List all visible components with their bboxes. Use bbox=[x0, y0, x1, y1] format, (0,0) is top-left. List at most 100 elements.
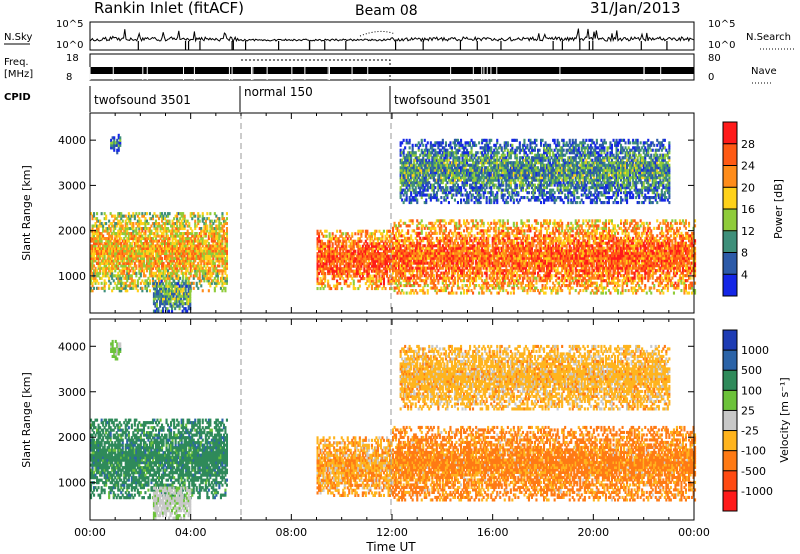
echo-cell bbox=[182, 289, 185, 293]
echo-cell bbox=[91, 271, 94, 275]
echo-cell bbox=[194, 271, 197, 275]
echo-cell bbox=[180, 261, 183, 265]
echo-cell bbox=[198, 274, 201, 278]
echo-cell bbox=[197, 234, 200, 238]
echo-cell bbox=[108, 284, 111, 288]
echo-cell bbox=[153, 222, 156, 226]
echo-cell bbox=[177, 279, 180, 283]
echo-cell bbox=[183, 249, 186, 253]
echo-cell bbox=[132, 251, 135, 255]
echo-cell bbox=[93, 259, 96, 263]
echo-cell bbox=[470, 234, 473, 238]
echo-cell bbox=[177, 242, 180, 246]
echo-cell bbox=[189, 244, 192, 248]
echo-cell bbox=[109, 266, 112, 270]
echo-cell bbox=[120, 222, 123, 226]
echo-cell bbox=[130, 246, 133, 250]
echo-cell bbox=[112, 246, 115, 250]
echo-cell bbox=[148, 246, 151, 250]
echo-cell bbox=[192, 212, 195, 216]
echo-cell bbox=[167, 214, 170, 218]
echo-cell bbox=[112, 227, 115, 231]
echo-cell bbox=[105, 242, 108, 246]
echo-cell bbox=[91, 232, 94, 236]
echo-cell bbox=[165, 229, 168, 233]
echo-cell bbox=[195, 266, 198, 270]
echo-cell bbox=[141, 237, 144, 241]
echo-cell bbox=[174, 239, 177, 243]
echo-cell bbox=[416, 291, 419, 295]
echo-cell bbox=[171, 237, 174, 241]
echo-cell bbox=[167, 219, 170, 223]
echo-cell bbox=[97, 254, 100, 258]
echo-cell bbox=[165, 249, 168, 253]
echo-cell bbox=[141, 266, 144, 270]
echo-cell bbox=[171, 246, 174, 250]
echo-cell bbox=[164, 244, 167, 248]
echo-cell bbox=[180, 227, 183, 231]
echo-cell bbox=[201, 254, 204, 258]
echo-cell bbox=[145, 286, 148, 290]
echo-cell bbox=[176, 259, 179, 263]
echo-cell bbox=[106, 237, 109, 241]
echo-cell bbox=[124, 289, 127, 293]
echo-cell bbox=[194, 274, 197, 278]
echo-cell bbox=[170, 256, 173, 260]
echo-cell bbox=[121, 232, 124, 236]
echo-cell bbox=[189, 249, 192, 253]
echo-cell bbox=[102, 256, 105, 260]
echo-cell bbox=[148, 249, 151, 253]
echo-cell bbox=[91, 249, 94, 253]
echo-cell bbox=[145, 269, 148, 273]
echo-cell bbox=[176, 266, 179, 270]
echo-cell bbox=[174, 246, 177, 250]
echo-cell bbox=[171, 261, 174, 265]
echo-cell bbox=[159, 259, 162, 263]
echo-cell bbox=[144, 266, 147, 270]
echo-cell bbox=[173, 242, 176, 246]
echo-cell bbox=[150, 232, 153, 236]
echo-cell bbox=[141, 261, 144, 265]
echo-cell bbox=[103, 259, 106, 263]
echo-cell bbox=[180, 249, 183, 253]
echo-cell bbox=[109, 234, 112, 238]
echo-cell bbox=[117, 244, 120, 248]
echo-cell bbox=[188, 251, 191, 255]
echo-cell bbox=[102, 229, 105, 233]
echo-cell bbox=[144, 222, 147, 226]
echo-cell bbox=[97, 229, 100, 233]
echo-cell bbox=[191, 212, 194, 216]
echo-cell bbox=[224, 286, 227, 290]
echo-cell bbox=[99, 242, 102, 246]
echo-cell bbox=[150, 261, 153, 265]
echo-cell bbox=[90, 271, 93, 275]
echo-cell bbox=[99, 244, 102, 248]
echo-cell bbox=[132, 234, 135, 238]
echo-cell bbox=[151, 276, 154, 280]
echo-cell bbox=[94, 281, 97, 285]
echo-cell bbox=[177, 249, 180, 253]
echo-cell bbox=[165, 237, 168, 241]
echo-cell bbox=[159, 244, 162, 248]
echo-cell bbox=[201, 214, 204, 218]
echo-cell bbox=[182, 264, 185, 268]
echo-cell bbox=[144, 217, 147, 221]
echo-cell bbox=[168, 222, 171, 226]
echo-cell bbox=[127, 217, 130, 221]
echo-cell bbox=[342, 232, 345, 236]
echo-cell bbox=[90, 286, 93, 290]
nsearch-label: N.Search bbox=[746, 32, 791, 43]
echo-cell bbox=[156, 242, 159, 246]
echo-cell bbox=[121, 266, 124, 270]
echo-cell bbox=[153, 232, 156, 236]
echo-cell bbox=[97, 266, 100, 270]
echo-cell bbox=[97, 234, 100, 238]
echo-cell bbox=[194, 256, 197, 260]
echo-cell bbox=[133, 281, 136, 285]
nsky-tick-high: 10^5 bbox=[56, 19, 83, 30]
echo-cell bbox=[176, 249, 179, 253]
echo-cell bbox=[99, 266, 102, 270]
echo-cell bbox=[168, 264, 171, 268]
echo-cell bbox=[100, 261, 103, 265]
echo-cell bbox=[121, 239, 124, 243]
